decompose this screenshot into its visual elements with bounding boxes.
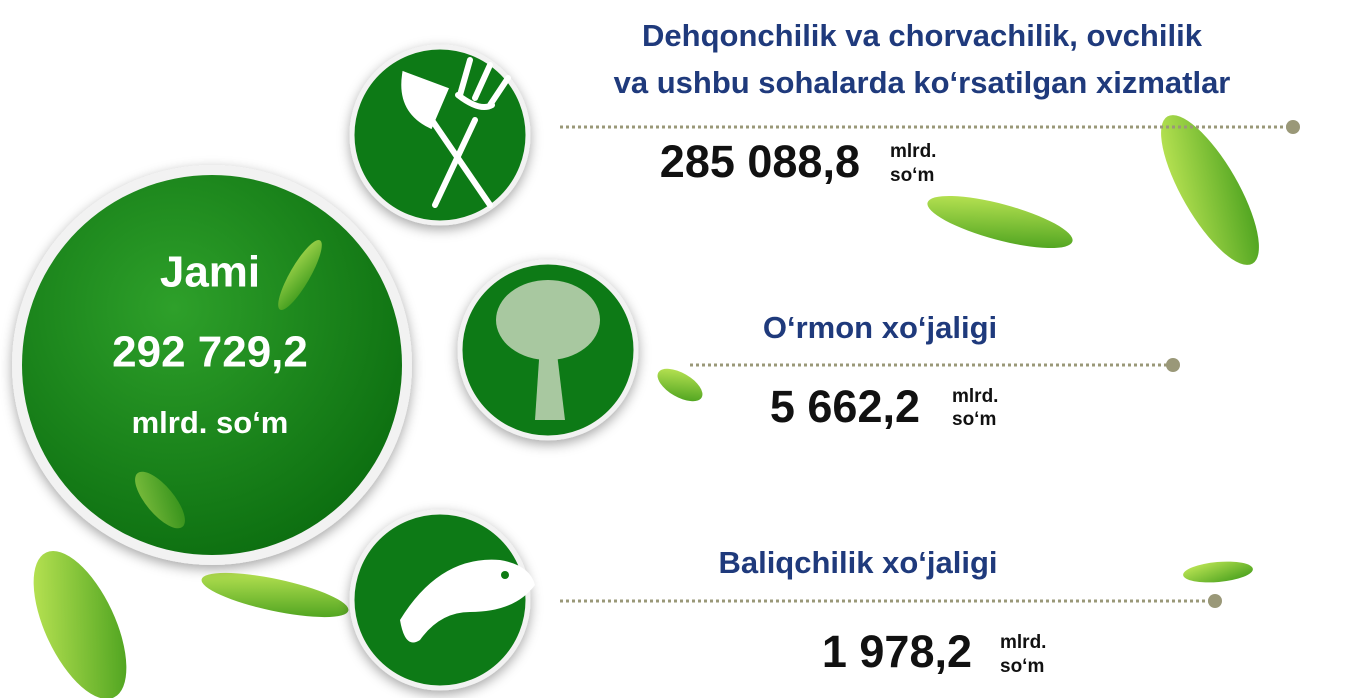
item-unit: so‘m (890, 165, 934, 186)
item-unit: mlrd. (890, 141, 936, 162)
item-unit: mlrd. (952, 386, 998, 407)
divider-dot (1166, 358, 1180, 372)
item-value: 1 978,2 (822, 626, 972, 677)
item-title: O‘rmon xo‘jaligi (763, 310, 997, 345)
total-label: Jami (160, 248, 260, 297)
divider-dot (1208, 594, 1222, 608)
item-title: Baliqchilik xo‘jaligi (718, 545, 997, 580)
tree-icon (496, 280, 600, 420)
leaf (278, 240, 322, 310)
item-value: 285 088,8 (660, 136, 860, 187)
total-value: 292 729,2 (112, 328, 308, 377)
item-title: va ushbu sohalarda ko‘rsatilgan xizmatla… (614, 65, 1231, 100)
leaf (135, 471, 185, 529)
fish-icon (400, 559, 535, 643)
item-unit: so‘m (952, 409, 996, 430)
item-title: Dehqonchilik va chorvachilik, ovchilik (642, 18, 1203, 53)
divider-dot (1286, 120, 1300, 134)
total-unit: mlrd. so‘m (132, 405, 289, 440)
tools-icon (401, 57, 511, 208)
item-value: 5 662,2 (770, 381, 920, 432)
leaves (33, 115, 1259, 698)
item-unit: mlrd. (1000, 632, 1046, 653)
item-unit: so‘m (1000, 656, 1044, 677)
